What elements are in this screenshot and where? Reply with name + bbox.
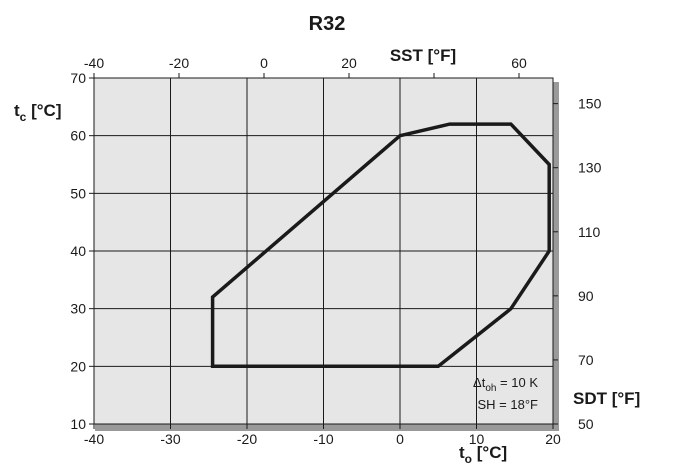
y2-tick-label: 90 [578, 288, 594, 304]
annotation-delta-t: Δtoh = 10 K [473, 375, 538, 394]
y-tick-label: 20 [70, 358, 86, 374]
frame-shadow-right [552, 82, 559, 431]
y-axis-title-sub: c [20, 110, 27, 124]
y-tick-label: 30 [70, 301, 86, 317]
x2-tick-label: -20 [169, 55, 189, 71]
x-tick-label: 10 [469, 431, 485, 447]
x-axis-title-main: t [459, 443, 465, 462]
x2-tick-label: -40 [84, 55, 104, 71]
y2-tick-label: 50 [578, 416, 594, 432]
x-axis-title: to [°C] [459, 443, 507, 466]
y-tick-label: 50 [70, 185, 86, 201]
y2-axis-title: SDT [°F] [573, 389, 640, 408]
x-tick-label: -30 [160, 431, 180, 447]
y-tick-label: 60 [70, 128, 86, 144]
y-axis-title: tc [°C] [14, 101, 61, 124]
x2-tick-label: 60 [511, 55, 527, 71]
x-tick-label: 20 [545, 431, 561, 447]
x-axis-title-unit: [°C] [472, 443, 507, 462]
y-axis-title-main: t [14, 101, 20, 120]
y2-tick-label: 70 [578, 352, 594, 368]
x2-tick-label: 20 [341, 55, 357, 71]
frame-shadow-bottom [95, 424, 557, 431]
y-tick-label: 40 [70, 243, 86, 259]
x2-axis-title: SST [°F] [390, 46, 456, 65]
envelope-line [210, 122, 551, 369]
annotation-delta-t-main: Δt [473, 375, 486, 390]
x-tick-label: -40 [84, 431, 104, 447]
y-axis-title-unit: [°C] [26, 101, 61, 120]
x-axis-title-sub: o [465, 452, 472, 466]
annotation-superheat: SH = 18°F [478, 397, 539, 412]
annotation-delta-t-sub: oh [485, 383, 496, 394]
x-tick-label: -10 [313, 431, 333, 447]
y-tick-label: 10 [70, 416, 86, 432]
y2-tick-label: 110 [578, 224, 601, 240]
x-tick-label: -20 [237, 431, 257, 447]
x-tick-label: 0 [396, 431, 404, 447]
y2-tick-label: 150 [578, 96, 602, 112]
y-tick-label: 70 [70, 70, 86, 86]
y2-tick-label: 130 [578, 160, 602, 176]
x2-tick-label: 0 [260, 55, 268, 71]
ticks [89, 73, 558, 429]
chart-title: R32 [309, 13, 346, 35]
annotation-delta-t-rest: = 10 K [496, 375, 538, 390]
